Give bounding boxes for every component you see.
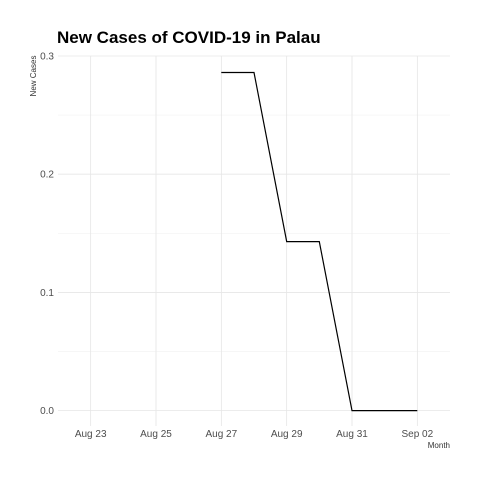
x-tick-label: Sep 02	[401, 429, 433, 440]
x-tick-label: Aug 27	[205, 429, 237, 440]
series-line	[221, 71, 418, 412]
y-axis-title: New Cases	[29, 56, 38, 97]
chart-title: New Cases of COVID-19 in Palau	[57, 28, 321, 47]
series-layer	[221, 71, 418, 412]
y-tick-label: 0.0	[40, 406, 54, 417]
tick-labels: Aug 23 Aug 25 Aug 27 Aug 29 Aug 31 Sep 02 0.0 0…	[40, 52, 434, 441]
y-tick-label: 0.2	[40, 170, 54, 181]
x-axis-title: Month	[428, 441, 450, 450]
x-tick-label: Aug 31	[336, 429, 368, 440]
x-tick-label: Aug 25	[140, 429, 172, 440]
x-tick-label: Aug 23	[75, 429, 107, 440]
grid	[58, 55, 450, 426]
y-tick-label: 0.1	[40, 288, 54, 299]
y-tick-label: 0.3	[40, 52, 54, 63]
x-tick-label: Aug 29	[271, 429, 303, 440]
